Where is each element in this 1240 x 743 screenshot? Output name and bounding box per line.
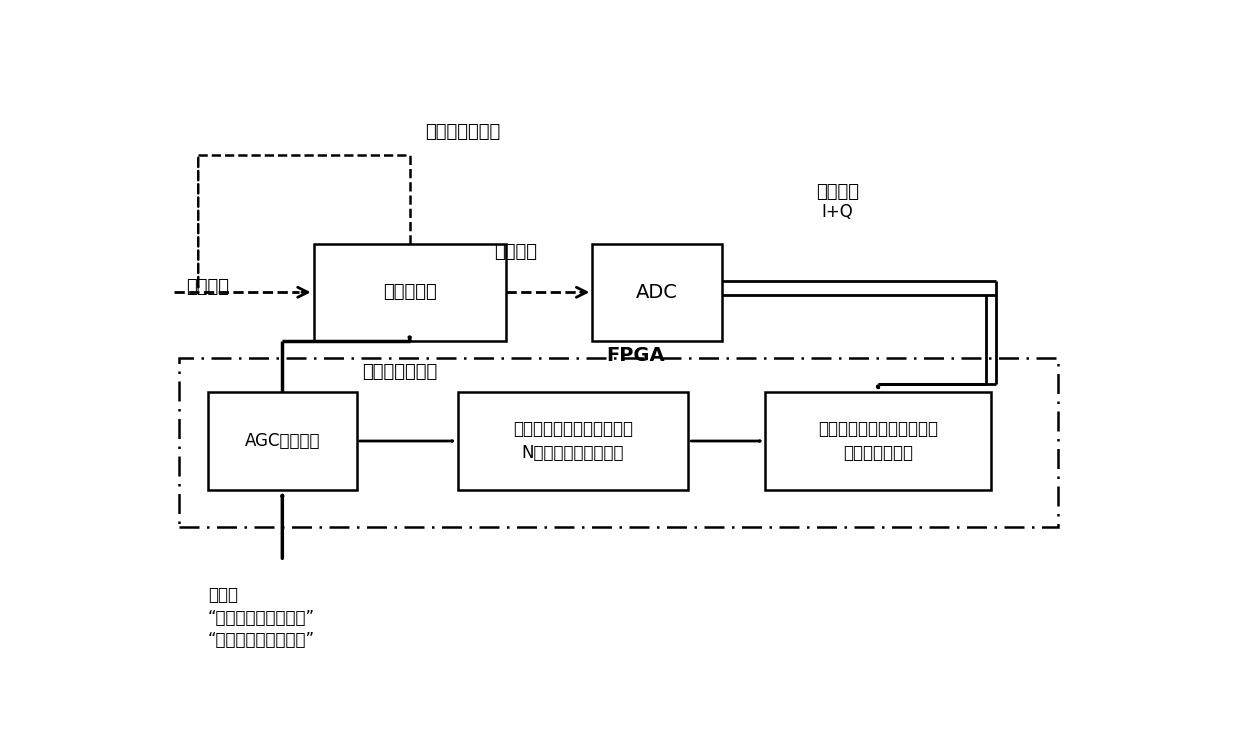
Text: 注入：: 注入： [208, 586, 238, 605]
Text: I+Q: I+Q [821, 203, 853, 221]
Bar [314, 244, 506, 341]
Text: 计算当前发射脉冲回波信号
N个采样点幅度平均值: 计算当前发射脉冲回波信号 N个采样点幅度平均值 [513, 421, 634, 462]
Text: 计算当前发射脉冲回波信号
每个采样点幅度: 计算当前发射脉冲回波信号 每个采样点幅度 [818, 421, 939, 462]
Text: 下一脉冲衰减码: 下一脉冲衰减码 [362, 363, 438, 381]
Text: “期望回波幅度下限值”: “期望回波幅度下限值” [208, 631, 315, 649]
Bar [765, 392, 991, 490]
Text: 数控衰减器: 数控衰减器 [383, 283, 436, 301]
Text: AGC调节算法: AGC调节算法 [244, 432, 320, 450]
Text: 模拟信号: 模拟信号 [186, 278, 229, 296]
Text: 数字信号: 数字信号 [816, 183, 859, 201]
Bar [593, 244, 722, 341]
Text: ADC: ADC [636, 283, 678, 302]
Bar [208, 392, 357, 490]
Bar [179, 358, 1059, 527]
Text: 模拟信号: 模拟信号 [494, 243, 537, 262]
Bar [458, 392, 688, 490]
Text: “期望回波幅度上限值”: “期望回波幅度上限值” [208, 609, 315, 627]
Text: 当前脉冲衰减码: 当前脉冲衰减码 [425, 123, 500, 141]
Text: FPGA: FPGA [606, 345, 665, 365]
